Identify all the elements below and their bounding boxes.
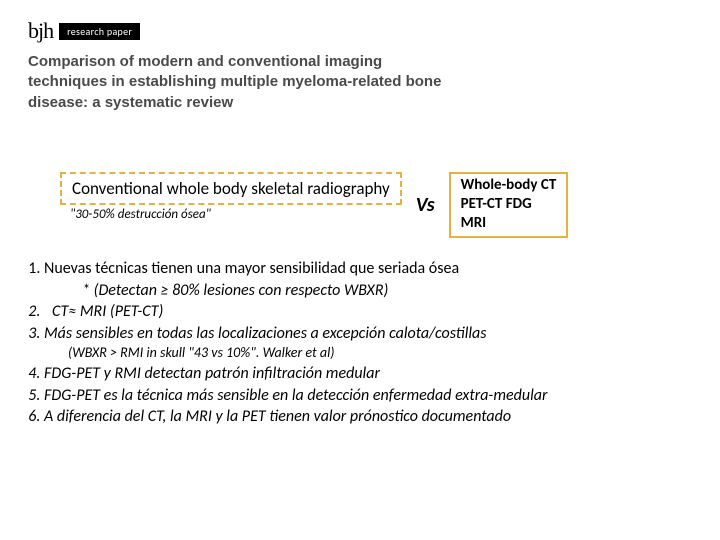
point-2: CT≈ MRI (PET-CT) bbox=[52, 302, 163, 321]
comparison-left: Conventional whole body skeletal radiogr… bbox=[60, 172, 402, 222]
findings-list: Nuevas técnicas tienen una mayor sensibi… bbox=[18, 258, 698, 428]
journal-logo: bjh bbox=[28, 18, 53, 44]
list-item: FDG-PET y RMI detectan patrón infiltraci… bbox=[44, 363, 698, 385]
point-6: A diferencia del CT, la MRI y la PET tie… bbox=[44, 407, 511, 426]
conventional-box: Conventional whole body skeletal radiogr… bbox=[60, 172, 402, 205]
vs-label: Vs bbox=[416, 193, 435, 217]
modern-line-1: Whole-body CT bbox=[461, 176, 557, 195]
modern-line-2: PET-CT FDG bbox=[461, 195, 557, 214]
page-title: Comparison of modern and conventional im… bbox=[28, 52, 458, 113]
conventional-subnote: "30-50% destrucción ósea" bbox=[70, 207, 402, 222]
modern-box: Whole-body CT PET-CT FDG MRI bbox=[449, 172, 569, 238]
point-5: FDG-PET es la técnica más sensible en la… bbox=[44, 386, 547, 405]
list-item: Más sensibles en todas las localizacione… bbox=[44, 323, 698, 363]
journal-header: bjh research paper bbox=[28, 18, 140, 44]
list-item: Nuevas técnicas tienen una mayor sensibi… bbox=[44, 258, 698, 301]
point-3: Más sensibles en todas las localizacione… bbox=[44, 324, 487, 343]
comparison-row: Conventional whole body skeletal radiogr… bbox=[60, 172, 568, 238]
point-1-sub: * (Detectan ≥ 80% lesiones con respecto … bbox=[82, 280, 698, 302]
point-3-sub: (WBXR > RMI in skull "43 vs 10%". Walker… bbox=[68, 344, 698, 363]
list-item: CT≈ MRI (PET-CT) bbox=[44, 301, 698, 323]
point-4: FDG-PET y RMI detectan patrón infiltraci… bbox=[44, 364, 380, 383]
paper-type-tag: research paper bbox=[59, 23, 140, 40]
list-item: A diferencia del CT, la MRI y la PET tie… bbox=[44, 406, 698, 428]
list-item: FDG-PET es la técnica más sensible en la… bbox=[44, 385, 698, 407]
point-1: Nuevas técnicas tienen una mayor sensibi… bbox=[44, 259, 459, 278]
modern-line-3: MRI bbox=[461, 214, 557, 233]
